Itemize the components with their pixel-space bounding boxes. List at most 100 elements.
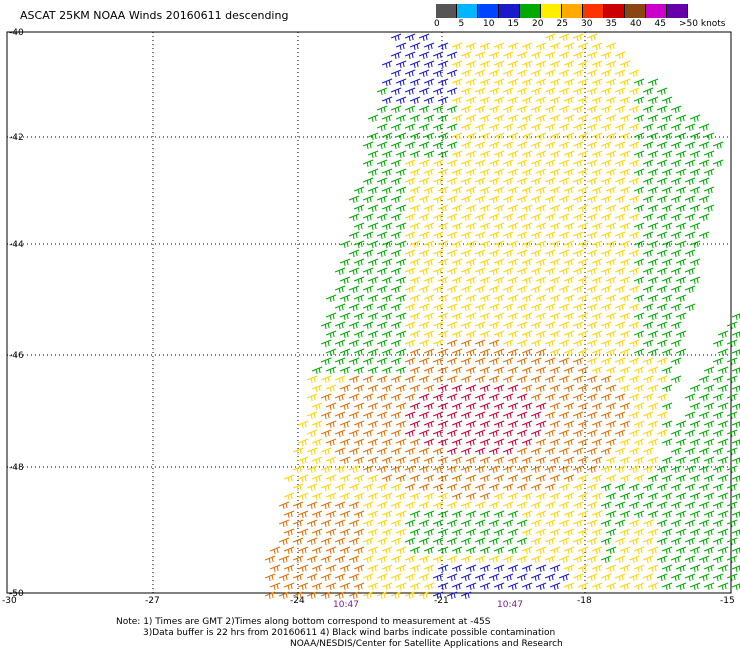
wind-barb: [395, 294, 407, 303]
wind-barb: [474, 159, 486, 168]
wind-barb: [647, 348, 659, 357]
wind-barb: [451, 510, 463, 519]
wind-barb: [572, 357, 584, 366]
wind-barb: [684, 285, 696, 294]
wind-barb: [544, 33, 556, 42]
wind-barb: [465, 420, 477, 429]
wind-barb: [367, 312, 379, 321]
wind-barb: [591, 150, 603, 159]
latitude-label: -48: [9, 463, 24, 473]
wind-barb: [479, 222, 491, 231]
wind-barb: [353, 492, 365, 501]
wind-barb: [605, 564, 617, 573]
wind-barb: [283, 510, 295, 519]
wind-barb: [390, 231, 402, 240]
wind-barb: [432, 411, 444, 420]
wind-barb: [605, 420, 617, 429]
wind-barb: [633, 384, 645, 393]
wind-barb: [502, 213, 514, 222]
wind-barb: [535, 402, 547, 411]
wind-barb: [586, 537, 598, 546]
wind-barb: [423, 456, 435, 465]
wind-barb: [558, 357, 570, 366]
wind-barb: [348, 573, 360, 582]
wind-barb: [675, 150, 687, 159]
wind-barb: [320, 501, 332, 510]
wind-barb: [334, 591, 346, 600]
wind-barb: [600, 177, 612, 186]
wind-barb: [479, 492, 491, 501]
wind-barb: [661, 510, 673, 519]
wind-barb: [493, 114, 505, 123]
wind-barb: [633, 564, 645, 573]
wind-barb: [535, 474, 547, 483]
wind-barb: [586, 213, 598, 222]
wind-barb: [628, 69, 640, 78]
wind-barb: [703, 420, 715, 429]
wind-barb: [535, 186, 547, 195]
wind-barb: [619, 222, 631, 231]
wind-barb: [544, 357, 556, 366]
wind-barb: [600, 105, 612, 114]
wind-barb: [493, 312, 505, 321]
wind-barb: [577, 456, 589, 465]
wind-barb: [423, 132, 435, 141]
wind-barb: [661, 474, 673, 483]
wind-barb: [353, 348, 365, 357]
wind-barb: [451, 474, 463, 483]
wind-barb: [283, 546, 295, 555]
wind-barb: [698, 393, 710, 402]
wind-barb: [376, 555, 388, 564]
wind-barb: [479, 456, 491, 465]
wind-barb: [712, 501, 724, 510]
wind-barb: [535, 510, 547, 519]
wind-barb: [446, 195, 458, 204]
wind-barb: [409, 240, 421, 249]
wind-barb: [502, 87, 514, 96]
wind-barb: [423, 492, 435, 501]
wind-barb: [460, 357, 472, 366]
wind-barb: [628, 321, 640, 330]
wind-barb: [437, 366, 449, 375]
wind-barb: [409, 258, 421, 267]
wind-barb: [507, 294, 519, 303]
wind-barb: [684, 231, 696, 240]
wind-barb: [311, 582, 323, 591]
wind-barb: [731, 457, 740, 465]
wind-barb: [703, 150, 715, 159]
wind-barb: [381, 366, 393, 375]
wind-barb: [507, 312, 519, 321]
wind-barb: [423, 366, 435, 375]
wind-barb: [591, 510, 603, 519]
wind-barb: [577, 168, 589, 177]
wind-barb: [712, 429, 724, 438]
wind-barb: [549, 168, 561, 177]
wind-barb: [656, 213, 668, 222]
wind-barb: [465, 204, 477, 213]
wind-barb: [530, 429, 542, 438]
wind-barb: [353, 564, 365, 573]
wind-barb: [367, 528, 379, 537]
wind-barb: [619, 240, 631, 249]
wind-barb: [348, 465, 360, 474]
wind-barb: [661, 312, 673, 321]
wind-barb: [614, 537, 626, 546]
legend-label: 40: [630, 19, 642, 29]
wind-barb: [703, 384, 715, 393]
wind-barb: [600, 303, 612, 312]
wind-barb: [418, 339, 430, 348]
wind-barb: [600, 285, 612, 294]
wind-barb: [353, 546, 365, 555]
wind-barb: [530, 267, 542, 276]
wind-barb: [339, 258, 351, 267]
wind-barb: [656, 321, 668, 330]
wind-barb: [647, 420, 659, 429]
wind-barb: [698, 213, 710, 222]
wind-barb: [418, 537, 430, 546]
wind-barb: [521, 456, 533, 465]
legend-swatch: [520, 4, 541, 18]
wind-barb: [381, 132, 393, 141]
wind-barb: [530, 87, 542, 96]
wind-barb: [437, 78, 449, 87]
wind-barb: [367, 438, 379, 447]
